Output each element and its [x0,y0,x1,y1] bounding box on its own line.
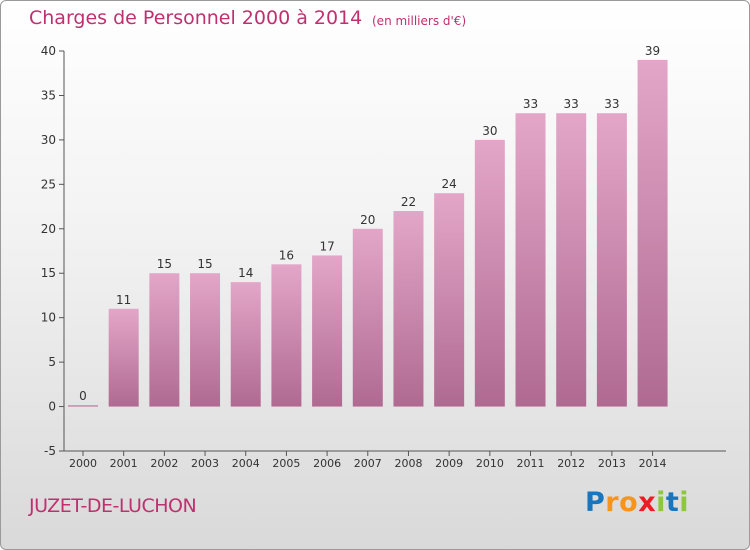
logo-letter: r [605,487,620,518]
data-label: 16 [279,248,294,262]
logo-letter: x [638,487,657,518]
bar [230,282,261,407]
bar [556,113,587,407]
x-tick-label: 2014 [639,457,667,470]
proxiti-logo: Proxiti [585,487,689,518]
data-label: 33 [604,97,619,111]
y-tick-label: 25 [41,177,56,191]
data-labels: 0 11 15 15 14 16 17 20 22 24 30 33 33 33 39 [79,44,660,403]
y-tick-label: -5 [44,444,56,458]
data-label: 15 [157,257,172,271]
y-tick-label: 5 [48,355,56,369]
x-tick-label: 2003 [191,457,219,470]
bar [515,113,546,407]
bar [596,113,627,407]
data-label: 39 [645,44,660,58]
data-label: 17 [319,239,334,253]
y-tick-label: 30 [41,133,56,147]
x-tick-label: 2005 [272,457,300,470]
logo-letter: P [585,487,606,518]
data-label: 11 [116,293,131,307]
axes: -5 0 5 10 15 20 25 30 35 40 2000 2001 2002 2003 2004 20… [41,44,726,470]
bar [149,273,180,407]
x-tick-label: 2008 [394,457,422,470]
bar [68,405,98,407]
bar [474,139,505,407]
logo-letter: t [665,487,680,518]
x-tick-label: 2011 [517,457,545,470]
data-label: 22 [401,195,416,209]
bar [352,228,383,407]
bars [68,59,668,407]
x-tick-label: 2001 [110,457,138,470]
x-tick-label: 2004 [232,457,260,470]
x-tick-label: 2000 [69,457,97,470]
x-tick-label: 2010 [476,457,504,470]
bar [271,264,302,407]
chart-subtitle: (en milliers d'€) [372,14,467,28]
x-tick-label: 2002 [150,457,178,470]
x-tick-label: 2012 [557,457,585,470]
x-tick-label: 2007 [354,457,382,470]
y-tick-label: 35 [41,88,56,102]
data-label: 24 [442,177,457,191]
data-label: 33 [564,97,579,111]
data-label: 30 [482,124,497,138]
y-tick-label: 0 [48,400,56,414]
bar [393,211,424,407]
y-tick-label: 15 [41,266,56,280]
bar [108,308,139,407]
y-tick-label: 40 [41,44,56,58]
data-label: 20 [360,213,375,227]
logo-letter: o [619,487,639,518]
x-tick-label: 2013 [598,457,626,470]
commune-name: JUZET-DE-LUCHON [29,495,197,517]
data-label: 33 [523,97,538,111]
x-tick-label: 2006 [313,457,341,470]
logo-letter: i [656,487,666,518]
logo-letter: i [679,487,690,518]
data-label: 14 [238,266,253,280]
data-label: 15 [197,257,212,271]
chart-title: Charges de Personnel 2000 à 2014 [29,7,363,29]
bar [312,255,343,407]
x-tick-label: 2009 [435,457,463,470]
bar [434,193,465,407]
bar [190,273,221,407]
y-tick-label: 20 [41,222,56,236]
y-tick-label: 10 [41,311,56,325]
bar [637,59,668,407]
data-label: 0 [79,389,87,403]
